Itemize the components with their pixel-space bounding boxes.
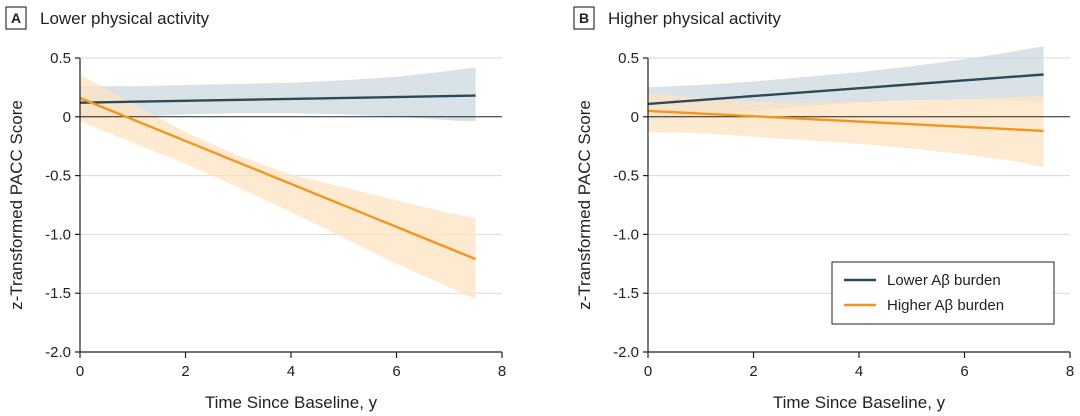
y-tick-label: 0 bbox=[631, 109, 639, 126]
panel-letter: A bbox=[11, 10, 21, 26]
x-axis-label: Time Since Baseline, y bbox=[205, 393, 378, 412]
y-tick-label: -0.5 bbox=[613, 168, 639, 185]
series-line-lower-abeta bbox=[79, 94, 476, 104]
x-tick-label: 6 bbox=[960, 363, 968, 380]
x-tick-label: 8 bbox=[498, 363, 506, 380]
series-line-higher-abeta bbox=[647, 109, 1044, 133]
ci-band-higher-abeta bbox=[648, 93, 1044, 168]
y-tick-label: -1.5 bbox=[45, 285, 71, 302]
panel-b: B Higher physical activity 0.5 0 -0.5 -1.0 -1.… bbox=[573, 6, 1074, 412]
y-axis-label: z-Transformed PACC Score bbox=[7, 100, 26, 310]
panel-title: Lower physical activity bbox=[40, 9, 210, 28]
panel-letter: B bbox=[579, 10, 589, 26]
panel-letter-box bbox=[5, 6, 27, 30]
series-line-higher-abeta bbox=[79, 96, 477, 261]
x-tick-label: 6 bbox=[392, 363, 400, 380]
y-tick-label: -1.0 bbox=[45, 226, 71, 243]
y-tick-label: 0 bbox=[63, 109, 71, 126]
x-tick-label: 2 bbox=[749, 363, 757, 380]
y-axis-label: z-Transformed PACC Score bbox=[575, 100, 594, 310]
panel-a: A Lower physical activity 0.5 0 -0.5 -1.0 -1.5… bbox=[5, 6, 506, 412]
y-tick-label: 0.5 bbox=[50, 50, 71, 67]
legend-box bbox=[831, 261, 1055, 325]
y-tick-label: 0.5 bbox=[618, 50, 639, 67]
series-line-lower-abeta bbox=[647, 73, 1044, 106]
y-tick-label: -0.5 bbox=[45, 168, 71, 185]
x-tick-label: 4 bbox=[855, 363, 863, 380]
legend-entry: Higher Aβ burden bbox=[887, 297, 1004, 314]
ci-band-lower-abeta bbox=[80, 67, 476, 122]
panel-title: Higher physical activity bbox=[608, 9, 781, 28]
panel-letter-box bbox=[573, 6, 595, 30]
y-tick-label: -1.5 bbox=[613, 285, 639, 302]
x-tick-label: 0 bbox=[644, 363, 652, 380]
x-tick-label: 2 bbox=[181, 363, 189, 380]
x-tick-label: 8 bbox=[1066, 363, 1074, 380]
y-tick-label: -1.0 bbox=[613, 226, 639, 243]
x-tick-label: 0 bbox=[76, 363, 84, 380]
y-tick-label: -2.0 bbox=[613, 344, 639, 361]
x-tick-label: 4 bbox=[287, 363, 295, 380]
legend-entry: Lower Aβ burden bbox=[887, 272, 1001, 289]
x-axis-label: Time Since Baseline, y bbox=[773, 393, 946, 412]
ci-band-higher-abeta bbox=[80, 74, 476, 300]
y-tick-label: -2.0 bbox=[45, 344, 71, 361]
